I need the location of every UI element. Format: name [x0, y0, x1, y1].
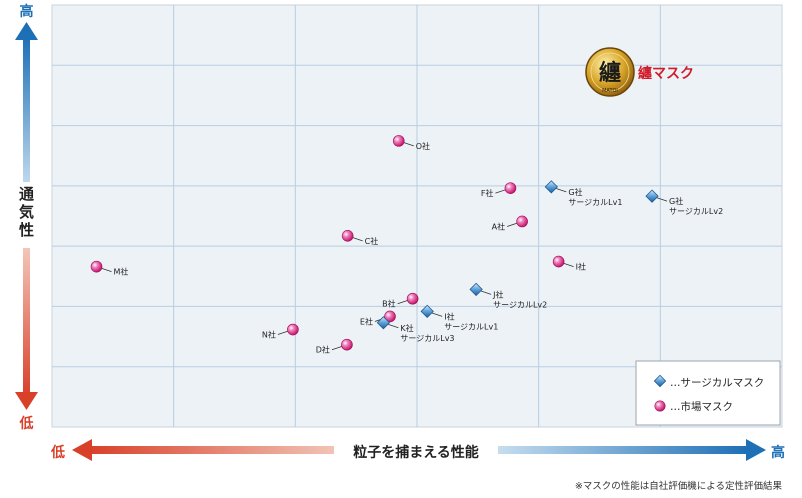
- point-label: G社: [568, 187, 582, 197]
- x-axis-low-label: 低: [50, 444, 65, 461]
- point-label: I社: [576, 262, 586, 272]
- point-sublabel: サージカルLv2: [669, 207, 723, 216]
- point-label: G社: [669, 196, 683, 206]
- legend: …サージカルマスク …市場マスク: [635, 360, 781, 426]
- x-axis: 粒子を捕まえる性能 低 高: [50, 439, 785, 462]
- surgical-mask-point: [469, 282, 483, 297]
- market-mask-point: [504, 182, 517, 194]
- brand-logo-sub: MATOI: [602, 88, 618, 94]
- surgical-mask-point: [376, 316, 391, 330]
- legend-label-market: …市場マスク: [670, 400, 733, 413]
- market-mask-point: [516, 215, 528, 228]
- point-label: C社: [365, 236, 379, 246]
- market-mask-point: [406, 292, 419, 305]
- surgical-mask-point: [544, 180, 558, 194]
- surgical-mask-point: [645, 189, 659, 203]
- market-mask-point: [392, 135, 405, 147]
- x-axis-arrow-left: [72, 439, 92, 461]
- data-markers: [90, 135, 659, 351]
- market-mask-point: [384, 310, 396, 323]
- point-label: F社: [481, 188, 494, 198]
- legend-circle-icon: [654, 400, 666, 412]
- x-axis-label-bg: [334, 440, 498, 462]
- legend-diamond-icon: [653, 374, 667, 388]
- y-axis-high-label: 高: [20, 3, 34, 20]
- market-mask-point: [341, 338, 353, 351]
- market-mask-point: [90, 260, 103, 273]
- footnote: ※マスクの性能は自社評価機による定性評価結果: [575, 480, 783, 492]
- grid-lines: [52, 5, 782, 427]
- y-axis-low-label: 低: [19, 415, 34, 432]
- legend-label-surgical: …サージカルマスク: [670, 377, 764, 389]
- point-sublabel: サージカルLv1: [444, 322, 498, 331]
- brand-logo-char: 纏: [599, 60, 621, 86]
- point-sublabel: サージカルLv1: [568, 198, 622, 207]
- brand-logo-inner-ring: [590, 52, 630, 92]
- point-label: D社: [316, 345, 330, 355]
- surgical-mask-point: [420, 304, 434, 319]
- point-sublabel: サージカルLv3: [400, 334, 454, 343]
- x-axis-arrow-right: [746, 439, 766, 461]
- point-label: E社: [360, 316, 373, 326]
- y-axis-arrow-down: [15, 392, 38, 410]
- point-label: B社: [382, 299, 396, 309]
- point-label: K社: [400, 323, 413, 333]
- point-label: I社: [444, 311, 454, 321]
- brand-logo-medallion: [585, 47, 635, 97]
- y-axis: 高 低 通気性: [10, 3, 44, 432]
- point-label: M社: [114, 267, 129, 277]
- y-axis-label: 通気性: [19, 185, 34, 239]
- point-sublabel: サージカルLv2: [493, 300, 547, 309]
- brand-logo: 纏 MATOI: [585, 47, 635, 97]
- market-mask-point: [341, 230, 354, 242]
- y-axis-label-bg: [10, 182, 44, 248]
- market-mask-point: [552, 255, 565, 268]
- legend-box: [635, 360, 781, 426]
- point-label: N社: [262, 330, 276, 340]
- point-label: J社: [492, 289, 503, 299]
- market-mask-point: [287, 323, 299, 336]
- x-axis-label: 粒子を捕まえる性能: [353, 444, 479, 461]
- y-axis-arrow-up: [15, 22, 38, 40]
- brand-label: 纏マスク: [638, 65, 694, 82]
- point-label: A社: [492, 221, 505, 231]
- point-label: O社: [416, 141, 430, 151]
- x-axis-high-label: 高: [771, 444, 785, 461]
